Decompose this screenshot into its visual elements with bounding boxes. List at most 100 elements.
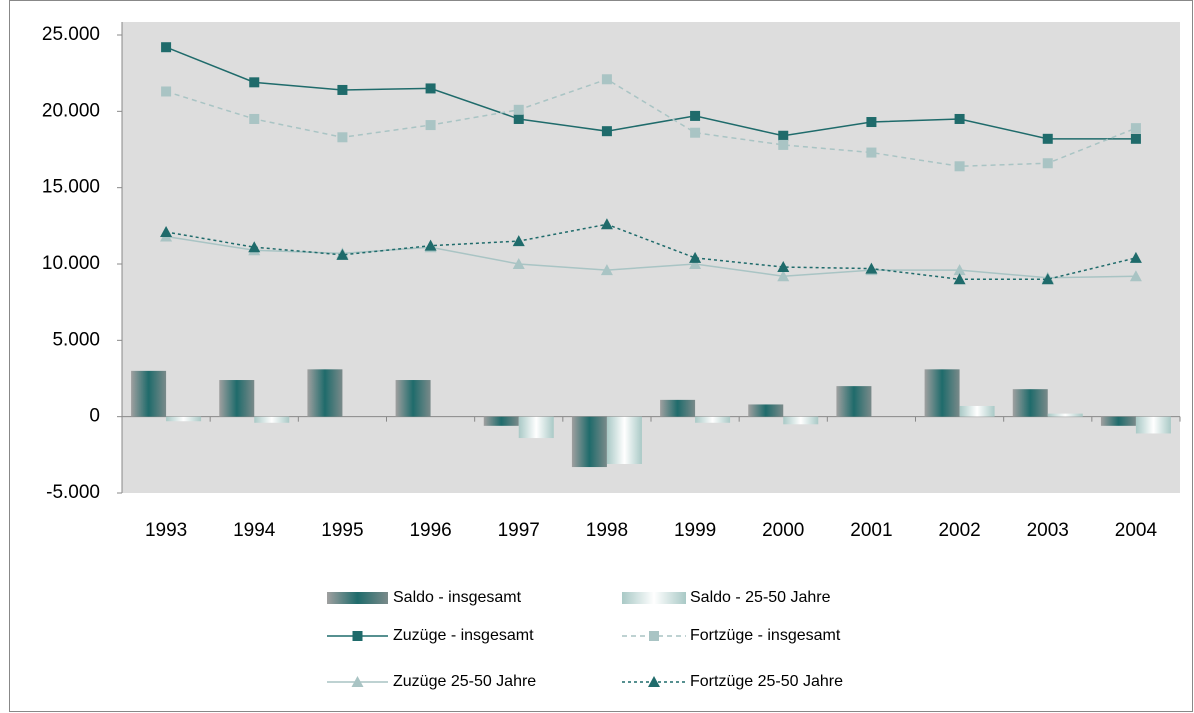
x-tick-label: 1999 <box>674 520 716 541</box>
marker <box>954 113 965 124</box>
marker <box>601 126 612 137</box>
bar <box>219 380 255 417</box>
line <box>165 78 1137 168</box>
line <box>165 223 1137 281</box>
marker <box>866 117 877 128</box>
marker <box>777 261 790 273</box>
bar <box>131 370 167 417</box>
x-tick-label: 2001 <box>850 520 892 541</box>
marker <box>778 130 789 141</box>
marker <box>689 251 702 263</box>
y-tick-label: 25.000 <box>42 24 100 45</box>
marker <box>1130 123 1141 134</box>
marker <box>248 241 261 253</box>
line <box>165 235 1136 279</box>
marker <box>336 248 349 260</box>
x-tick-label: 1998 <box>586 520 628 541</box>
marker <box>1129 251 1142 263</box>
legend-label: Saldo - insgesamt <box>393 589 522 606</box>
marker <box>337 132 348 143</box>
marker <box>953 273 966 285</box>
marker <box>249 77 260 88</box>
legend-marker <box>351 676 364 687</box>
marker <box>513 104 524 115</box>
marker <box>689 258 702 269</box>
marker <box>601 74 612 85</box>
y-tick-label: 20.000 <box>42 100 100 121</box>
y-tick-label: -5.000 <box>46 482 100 503</box>
marker <box>425 120 436 131</box>
bar <box>518 416 554 439</box>
bar <box>1100 416 1136 426</box>
marker <box>513 113 524 124</box>
legend-swatch <box>622 592 686 604</box>
x-tick-label: 2000 <box>762 520 804 541</box>
marker <box>425 83 436 94</box>
marker <box>1130 133 1141 144</box>
line <box>165 46 1136 140</box>
bar <box>606 416 642 464</box>
bar <box>959 405 995 417</box>
marker <box>424 239 437 251</box>
marker <box>337 84 348 95</box>
bar <box>307 369 343 417</box>
y-tick-label: 0 <box>89 406 100 427</box>
bar <box>571 416 607 468</box>
marker <box>777 270 790 282</box>
marker <box>778 139 789 150</box>
marker <box>161 86 172 97</box>
legend-label: Fortzüge - insgesamt <box>690 627 841 644</box>
bar <box>748 404 784 417</box>
marker <box>600 218 613 230</box>
bar <box>660 399 696 417</box>
legend-label: Fortzüge 25-50 Jahre <box>690 673 843 690</box>
x-tick-label: 2003 <box>1027 520 1069 541</box>
legend-marker <box>352 631 363 641</box>
marker <box>1129 270 1142 282</box>
marker <box>954 161 965 172</box>
bar <box>1135 416 1171 434</box>
legend-swatch <box>327 592 388 604</box>
legend-label: Zuzüge 25-50 Jahre <box>393 673 536 690</box>
x-tick-label: 1994 <box>233 520 276 541</box>
bar <box>836 386 872 417</box>
x-tick-label: 1993 <box>145 520 187 541</box>
bar <box>924 369 960 417</box>
x-tick-label: 1997 <box>498 520 540 541</box>
marker <box>160 225 173 237</box>
bar <box>1012 389 1048 417</box>
marker <box>512 235 525 247</box>
bar <box>395 380 431 417</box>
x-tick-label: 2002 <box>938 520 980 541</box>
plot-area <box>122 22 1180 493</box>
legend-marker <box>648 676 660 687</box>
legend-label: Saldo - 25-50 Jahre <box>690 589 831 606</box>
bar <box>166 416 202 422</box>
marker <box>865 262 878 274</box>
marker <box>1042 133 1053 144</box>
marker <box>249 113 260 124</box>
y-tick-label: 10.000 <box>42 253 100 274</box>
marker <box>1042 158 1053 169</box>
marker <box>866 147 877 158</box>
marker <box>161 42 172 53</box>
y-tick-label: 5.000 <box>52 329 100 350</box>
x-tick-label: 1995 <box>321 520 363 541</box>
marker <box>512 258 525 269</box>
bar <box>483 416 519 426</box>
marker <box>1041 273 1054 285</box>
x-tick-label: 1996 <box>409 520 451 541</box>
bar <box>783 416 819 425</box>
x-tick-label: 2004 <box>1115 520 1158 541</box>
bar <box>1047 413 1083 417</box>
marker <box>600 264 613 276</box>
legend-label: Zuzüge - insgesamt <box>393 627 534 644</box>
legend-marker <box>649 631 659 641</box>
marker <box>690 110 701 121</box>
bar <box>254 416 290 423</box>
y-tick-label: 15.000 <box>42 177 100 198</box>
bar <box>695 416 731 423</box>
marker <box>953 264 966 276</box>
